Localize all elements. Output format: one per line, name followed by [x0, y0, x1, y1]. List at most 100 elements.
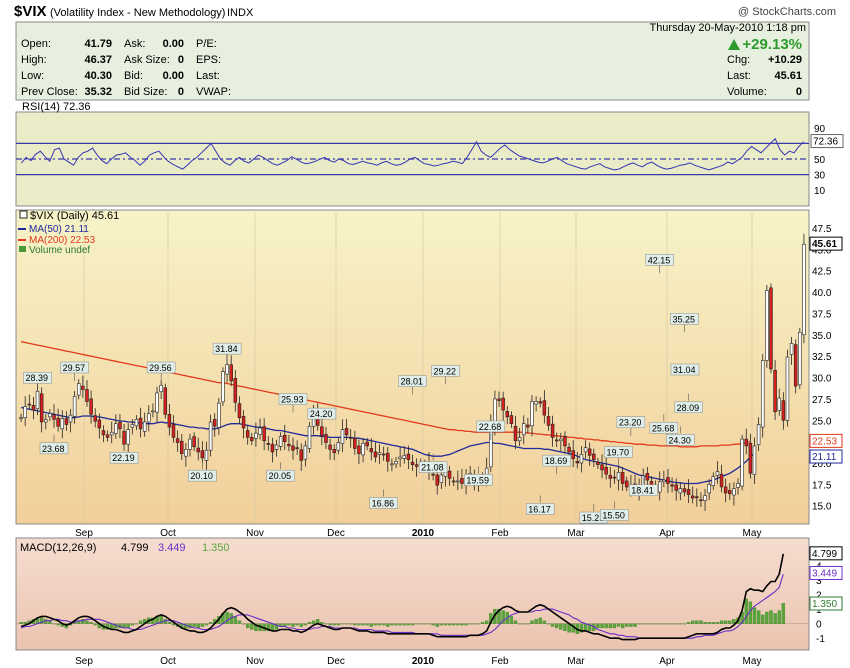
- macd-histogram-bar: [357, 623, 361, 626]
- macd-legend-hist: 1.350: [202, 542, 230, 554]
- price-month-label: Feb: [491, 528, 509, 539]
- ma50-legend: MA(50) 21.11: [29, 224, 89, 235]
- macd-histogram-bar: [703, 622, 707, 624]
- candle-body: [31, 405, 36, 411]
- annotation-label: 29.22: [433, 366, 456, 376]
- macd-histogram-bar: [138, 620, 143, 624]
- macd-histogram-bar: [295, 623, 299, 626]
- candle-body: [620, 472, 625, 484]
- candle-body: [101, 430, 106, 436]
- macd-histogram-bar: [348, 623, 353, 625]
- candle-body: [802, 243, 806, 336]
- candle-body: [538, 401, 542, 404]
- macd-histogram-bar: [320, 622, 324, 624]
- candle-body: [134, 419, 139, 427]
- candle-body: [760, 360, 765, 428]
- candle-body: [180, 440, 184, 454]
- macd-histogram-bar: [538, 617, 542, 624]
- candle-body: [534, 401, 538, 405]
- candle-body: [431, 473, 435, 476]
- macd-histogram-bar: [274, 623, 279, 630]
- macd-histogram-bar: [744, 598, 748, 624]
- macd-histogram-bar: [732, 619, 736, 624]
- macd-histogram-bar: [608, 623, 612, 629]
- annotation-label: 15.23: [582, 513, 605, 523]
- annotation-label: 35.25: [672, 314, 695, 324]
- macd-histogram-bar: [501, 610, 505, 624]
- macd-tick-label: 1: [816, 605, 822, 616]
- candle-body: [81, 385, 85, 390]
- price-tick-label: 15.0: [812, 502, 832, 513]
- annotation-box: [23, 371, 52, 384]
- macd-histogram-bar: [250, 623, 254, 630]
- candle-body: [175, 438, 180, 443]
- price-month-label: Mar: [567, 528, 585, 539]
- macd-month-label: Feb: [491, 656, 509, 667]
- macd-histogram-bar: [542, 620, 547, 624]
- candle-body: [328, 444, 332, 450]
- candle-body: [188, 438, 192, 450]
- macd-histogram-bar: [386, 623, 390, 627]
- candle-body: [200, 450, 205, 459]
- macd-histogram-bar: [649, 623, 654, 625]
- macd-histogram-bar: [266, 623, 270, 632]
- annotation-box: [670, 313, 699, 325]
- rsi-series: [21, 137, 804, 171]
- candle-body: [744, 438, 748, 447]
- macd-histogram-bar: [56, 623, 60, 626]
- rsi-tick-label: 90: [814, 124, 826, 135]
- datetime: Thursday 20-May-2010 1:18 pm: [649, 22, 806, 34]
- candle-body: [596, 461, 600, 466]
- candle-body: [789, 343, 794, 355]
- asksize-label: Ask Size:: [124, 54, 170, 66]
- hist-last-label: 1.350: [812, 599, 837, 610]
- candle-body: [526, 424, 530, 428]
- chart-labels: 9070503010RSI(14) 72.3672.3647.545.042.5…: [18, 101, 844, 667]
- candle-body: [509, 415, 514, 424]
- candle-body: [625, 480, 629, 488]
- candle-body: [612, 476, 617, 479]
- candle-body: [225, 364, 229, 375]
- macd-histogram-bar: [484, 620, 489, 624]
- price-month-label: Sep: [75, 528, 93, 539]
- price-month-label: May: [743, 528, 762, 539]
- candle-body: [682, 488, 687, 493]
- macd-histogram-bar: [369, 623, 373, 627]
- candle-body: [44, 419, 48, 423]
- macd-histogram-bar: [625, 623, 629, 627]
- annotation-box: [369, 497, 398, 509]
- candle-body: [77, 383, 81, 396]
- candle-body: [592, 453, 596, 460]
- candle-body: [60, 418, 65, 430]
- candle-body: [348, 437, 353, 439]
- macd-histogram-bar: [208, 622, 213, 624]
- macd-tick-label: 3: [816, 576, 822, 587]
- candle-body: [241, 416, 246, 429]
- low-value: 40.30: [84, 70, 112, 82]
- macd-histogram-bar: [719, 620, 724, 624]
- candle-body: [283, 434, 287, 442]
- candle-body: [274, 444, 279, 450]
- bidsize-label: Bid Size:: [124, 86, 167, 98]
- macd-month-label: Nov: [246, 656, 264, 667]
- candle-body: [237, 403, 242, 419]
- annotation-label: 24.20: [310, 409, 333, 419]
- candle-body: [583, 447, 588, 453]
- candle-body: [163, 387, 168, 415]
- price-month-label: 2010: [412, 528, 435, 539]
- candle-body: [406, 453, 411, 460]
- candle-body: [122, 431, 126, 445]
- candle-body: [307, 425, 312, 449]
- macd-histogram-bar: [765, 611, 769, 624]
- candle-body: [785, 356, 790, 421]
- volume-label: Volume:: [727, 86, 767, 98]
- candle-body: [402, 455, 407, 459]
- candle-body: [278, 436, 283, 447]
- price-tick-label: 17.5: [812, 480, 832, 491]
- candle-body: [773, 369, 777, 413]
- candle-body: [616, 472, 621, 481]
- annotation-label: 28.09: [677, 403, 700, 413]
- macd-histogram-bar: [456, 623, 460, 626]
- macd-histogram-bar: [658, 623, 662, 625]
